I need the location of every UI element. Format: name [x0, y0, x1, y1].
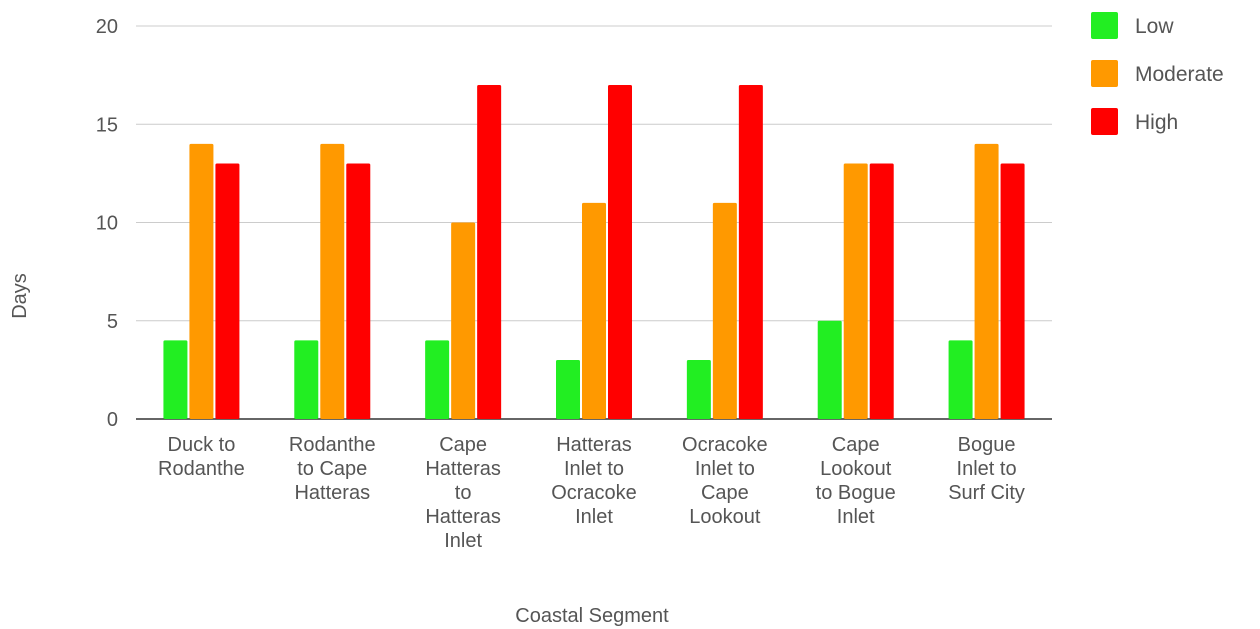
y-axis-title: Days [9, 273, 31, 319]
x-category-label-line: Inlet [444, 530, 482, 552]
bar-moderate-7 [974, 143, 999, 419]
bar-high-6 [869, 163, 894, 419]
legend-label-high: High [1135, 111, 1178, 134]
x-category-label-line: Inlet to [564, 458, 624, 480]
x-category-label: Hatteras Inlet to Ocracoke Inlet [551, 434, 637, 528]
x-category-label-line: Hatteras [425, 458, 501, 480]
x-category-label-line: Rodanthe [158, 458, 245, 480]
bar-moderate-4 [582, 202, 606, 419]
x-category-label-line: Inlet to [957, 458, 1017, 480]
x-category-label-line: to Bogue [816, 482, 896, 504]
x-category-label-line: Lookout [820, 458, 892, 480]
x-category-label-line: Inlet [575, 506, 613, 528]
bar-low-2 [294, 340, 319, 419]
y-tick-label: 10 [96, 213, 118, 235]
x-category-label-line: Hatteras [556, 434, 632, 456]
x-category-label: Cape Lookout to Bogue Inlet [816, 434, 896, 528]
x-category-label-line: Bogue [958, 434, 1016, 456]
legend-swatch-moderate [1091, 60, 1118, 87]
x-category-label-line: Lookout [689, 506, 761, 528]
bar-low-4 [556, 360, 580, 419]
bar-moderate-3 [451, 222, 476, 419]
x-category-label: Rodanthe to Cape Hatteras [289, 434, 376, 504]
bar-low-7 [948, 340, 973, 419]
y-tick-label: 15 [96, 114, 118, 136]
bar-high-3 [477, 84, 502, 419]
x-category-label: Duck to Rodanthe [158, 434, 245, 480]
legend-swatch-high [1091, 108, 1118, 135]
bar-low-3 [425, 340, 450, 419]
x-category-label-line: Inlet to [695, 458, 755, 480]
y-tick-label: 5 [107, 311, 118, 333]
y-tick-labels: 0 5 10 15 20 [96, 16, 118, 431]
bar-moderate-6 [843, 163, 868, 419]
x-category-label: Cape Hatteras to Hatteras Inlet [425, 434, 501, 552]
x-category-label-line: Hatteras [425, 506, 501, 528]
x-axis-title: Coastal Segment [515, 605, 669, 627]
legend-label-low: Low [1135, 15, 1174, 38]
x-category-label-line: Cape [439, 434, 487, 456]
legend-label-moderate: Moderate [1135, 63, 1224, 86]
bar-high-5 [738, 84, 763, 419]
bar-low-5 [686, 360, 711, 419]
x-category-label-line: Duck to [168, 434, 236, 456]
x-category-label-line: Inlet [837, 506, 875, 528]
bars-layer [163, 84, 1025, 419]
legend: Low Moderate High [1091, 12, 1224, 135]
x-category-label-line: Ocracoke [682, 434, 768, 456]
x-category-label: Ocracoke Inlet to Cape Lookout [682, 434, 768, 528]
bar-low-1 [163, 340, 188, 419]
legend-swatch-low [1091, 12, 1118, 39]
x-category-label-line: Surf City [948, 482, 1025, 504]
x-category-label: Bogue Inlet to Surf City [948, 434, 1025, 504]
x-category-label-line: Hatteras [294, 482, 370, 504]
bar-moderate-2 [320, 143, 345, 419]
x-category-label-line: Cape [832, 434, 880, 456]
bar-moderate-1 [189, 143, 214, 419]
x-category-label-line: to Cape [297, 458, 367, 480]
bar-high-7 [1000, 163, 1025, 419]
x-category-label-line: Rodanthe [289, 434, 376, 456]
bar-moderate-5 [712, 202, 737, 419]
bar-high-2 [346, 163, 371, 419]
bar-low-6 [817, 320, 842, 419]
y-tick-label: 0 [107, 409, 118, 431]
x-category-label-line: Ocracoke [551, 482, 637, 504]
bar-high-1 [215, 163, 240, 419]
x-category-label-line: Cape [701, 482, 749, 504]
x-category-label-line: to [455, 482, 472, 504]
y-tick-label: 20 [96, 16, 118, 38]
bar-high-4 [608, 84, 632, 419]
